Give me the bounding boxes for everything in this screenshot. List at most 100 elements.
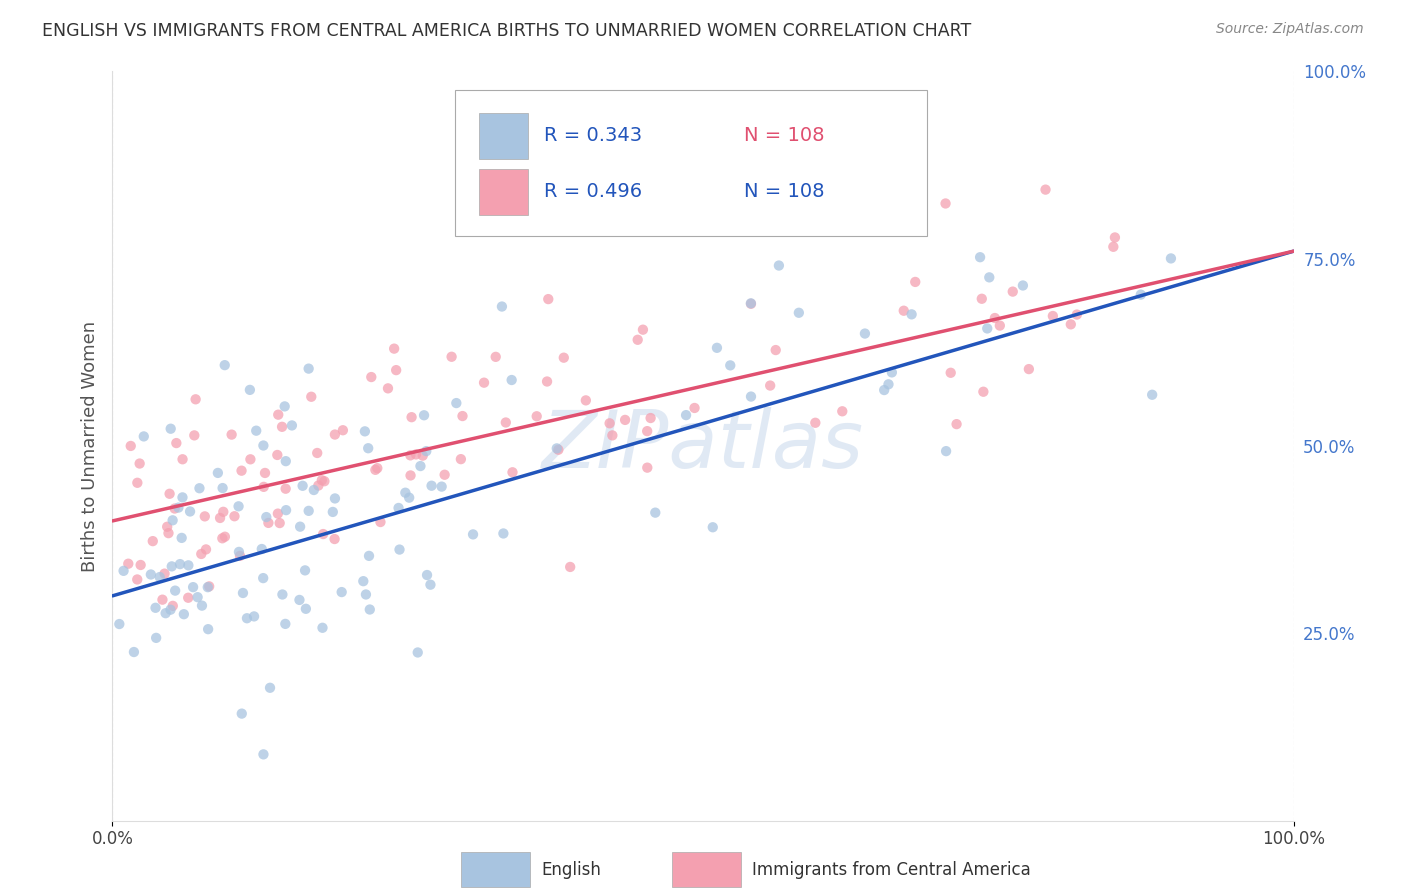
Point [644, 506, 666, 520]
Text: R = 0.496: R = 0.496 [544, 182, 641, 201]
Point [172, 452, 194, 467]
Point [145, 631, 167, 645]
Point [1042, 309, 1064, 323]
Point [1001, 285, 1024, 299]
Point [599, 417, 621, 431]
Point [387, 500, 409, 515]
Point [332, 423, 354, 437]
Point [170, 531, 193, 545]
Point [399, 448, 422, 462]
Point [266, 448, 288, 462]
Point [291, 479, 314, 493]
Point [877, 377, 900, 392]
Point [768, 259, 790, 273]
Point [197, 622, 219, 636]
Point [675, 408, 697, 422]
Point [984, 311, 1007, 326]
Point [804, 416, 827, 430]
Point [211, 481, 233, 495]
FancyBboxPatch shape [478, 112, 529, 159]
Point [195, 542, 218, 557]
Point [491, 300, 513, 314]
Point [311, 473, 333, 487]
Point [322, 505, 344, 519]
Point [602, 428, 624, 442]
Point [433, 467, 456, 482]
Point [547, 442, 569, 457]
Point [1035, 183, 1057, 197]
Point [972, 384, 994, 399]
Point [1066, 308, 1088, 322]
Point [377, 381, 399, 395]
Point [969, 250, 991, 264]
Point [288, 519, 311, 533]
Point [298, 361, 321, 376]
Point [267, 408, 290, 422]
Point [173, 607, 195, 622]
Point [269, 516, 291, 530]
Point [406, 645, 429, 659]
Point [399, 468, 422, 483]
Point [177, 591, 200, 605]
Point [394, 485, 416, 500]
Point [360, 370, 382, 384]
Point [149, 570, 172, 584]
Point [430, 480, 453, 494]
Point [159, 487, 181, 501]
Point [323, 491, 346, 506]
Point [108, 617, 131, 632]
Point [1018, 362, 1040, 376]
Point [880, 365, 903, 379]
Point [640, 411, 662, 425]
Point [122, 645, 145, 659]
Point [274, 482, 297, 496]
Point [167, 500, 190, 515]
Point [117, 557, 139, 571]
Point [904, 275, 927, 289]
Point [139, 567, 162, 582]
Point [446, 396, 468, 410]
Point [207, 466, 229, 480]
Point [245, 424, 267, 438]
Point [142, 534, 165, 549]
Point [536, 375, 558, 389]
Point [706, 341, 728, 355]
Text: Immigrants from Central America: Immigrants from Central America [752, 861, 1031, 879]
Text: R = 0.343: R = 0.343 [544, 126, 641, 145]
Point [979, 270, 1001, 285]
Point [415, 444, 437, 458]
Point [495, 416, 517, 430]
Point [214, 530, 236, 544]
Point [224, 509, 246, 524]
Point [288, 593, 311, 607]
Point [314, 474, 336, 488]
Point [163, 501, 186, 516]
Point [354, 587, 377, 601]
Point [382, 342, 405, 356]
Point [298, 504, 321, 518]
Point [988, 318, 1011, 333]
Point [181, 580, 204, 594]
Point [740, 390, 762, 404]
Point [239, 383, 262, 397]
Point [352, 574, 374, 589]
Point [257, 516, 280, 530]
Point [323, 532, 346, 546]
Point [976, 321, 998, 335]
Text: ENGLISH VS IMMIGRANTS FROM CENTRAL AMERICA BIRTHS TO UNMARRIED WOMEN CORRELATION: ENGLISH VS IMMIGRANTS FROM CENTRAL AMERI… [42, 22, 972, 40]
Point [159, 603, 181, 617]
Point [526, 409, 548, 424]
Point [187, 590, 209, 604]
Point [627, 333, 650, 347]
Text: ZIPatlas: ZIPatlas [541, 407, 865, 485]
Point [273, 400, 295, 414]
Point [183, 428, 205, 442]
Point [156, 520, 179, 534]
Point [112, 564, 135, 578]
Point [120, 439, 142, 453]
Point [330, 585, 353, 599]
Point [702, 520, 724, 534]
Point [357, 441, 380, 455]
Point [254, 510, 277, 524]
Point [416, 568, 439, 582]
